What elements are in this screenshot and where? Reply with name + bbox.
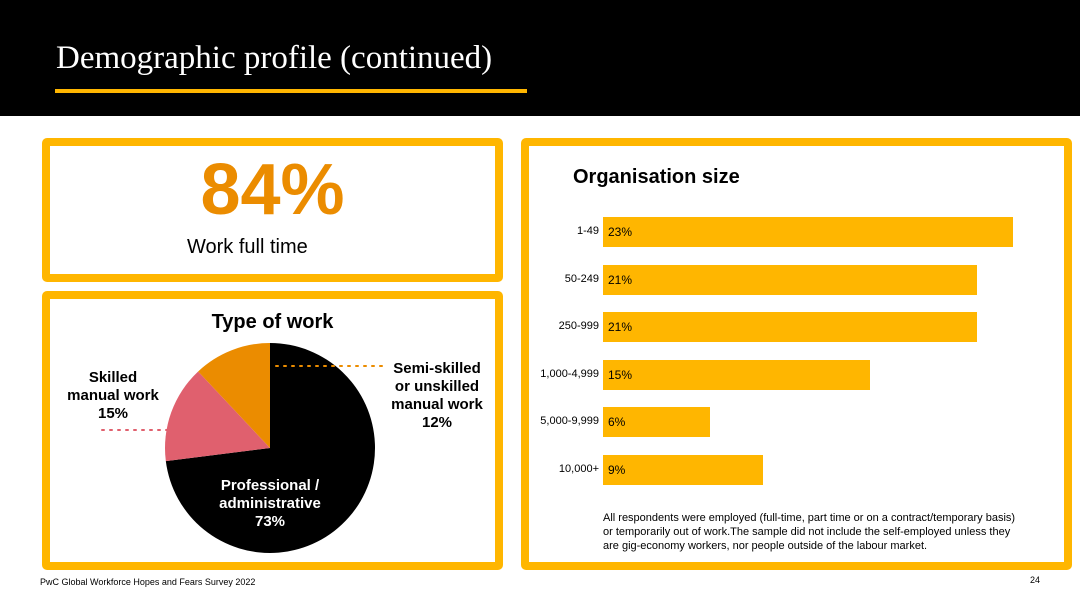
pie-label-skilled-line1: Skilled [58,369,168,387]
pie-label-semi-skilled-line1: Semi-skilled [382,360,492,378]
pie-label-skilled-line2: manual work [58,387,168,405]
pie-label-semi-skilled: Semi-skilled or unskilled manual work 12… [382,360,492,432]
pie-label-professional-value: 73% [200,513,340,531]
bar-chart-title: Organisation size [573,166,740,189]
pie-label-semi-skilled-line3: manual work [382,396,492,414]
organisation-size-panel [521,138,1072,570]
pie-label-professional-line1: Professional / [200,477,340,495]
pie-label-skilled: Skilled manual work 15% [58,369,168,423]
pie-label-semi-skilled-value: 12% [382,414,492,432]
pie-label-semi-skilled-line2: or unskilled [382,378,492,396]
source-footnote: PwC Global Workforce Hopes and Fears Sur… [40,577,255,587]
pie-label-professional: Professional / administrative 73% [200,477,340,531]
pie-label-professional-line2: administrative [200,495,340,513]
pie-label-skilled-value: 15% [58,405,168,423]
page-number: 24 [1030,575,1040,585]
respondents-note: All respondents were employed (full-time… [603,511,1023,553]
